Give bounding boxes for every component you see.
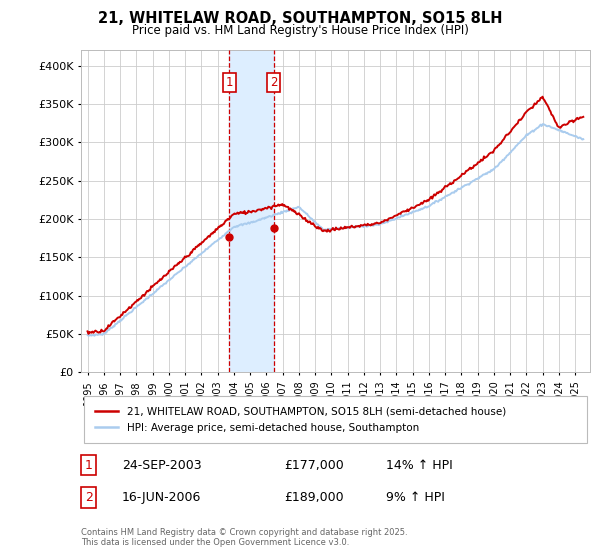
- Text: Contains HM Land Registry data © Crown copyright and database right 2025.
This d: Contains HM Land Registry data © Crown c…: [81, 528, 407, 547]
- Text: 9% ↑ HPI: 9% ↑ HPI: [386, 491, 445, 504]
- Text: £177,000: £177,000: [284, 459, 344, 472]
- Text: 24-SEP-2003: 24-SEP-2003: [122, 459, 202, 472]
- Text: Price paid vs. HM Land Registry's House Price Index (HPI): Price paid vs. HM Land Registry's House …: [131, 24, 469, 36]
- Bar: [229, 50, 274, 372]
- Text: 16-JUN-2006: 16-JUN-2006: [122, 491, 201, 504]
- Text: 1: 1: [226, 76, 233, 89]
- Text: £189,000: £189,000: [284, 491, 344, 504]
- Text: 21, WHITELAW ROAD, SOUTHAMPTON, SO15 8LH: 21, WHITELAW ROAD, SOUTHAMPTON, SO15 8LH: [98, 11, 502, 26]
- Legend: 21, WHITELAW ROAD, SOUTHAMPTON, SO15 8LH (semi-detached house), HPI: Average pri: 21, WHITELAW ROAD, SOUTHAMPTON, SO15 8LH…: [91, 402, 510, 437]
- FancyBboxPatch shape: [83, 396, 587, 442]
- Text: 2: 2: [85, 491, 92, 504]
- Text: 2: 2: [270, 76, 278, 89]
- Text: 1: 1: [85, 459, 92, 472]
- Text: 14% ↑ HPI: 14% ↑ HPI: [386, 459, 453, 472]
